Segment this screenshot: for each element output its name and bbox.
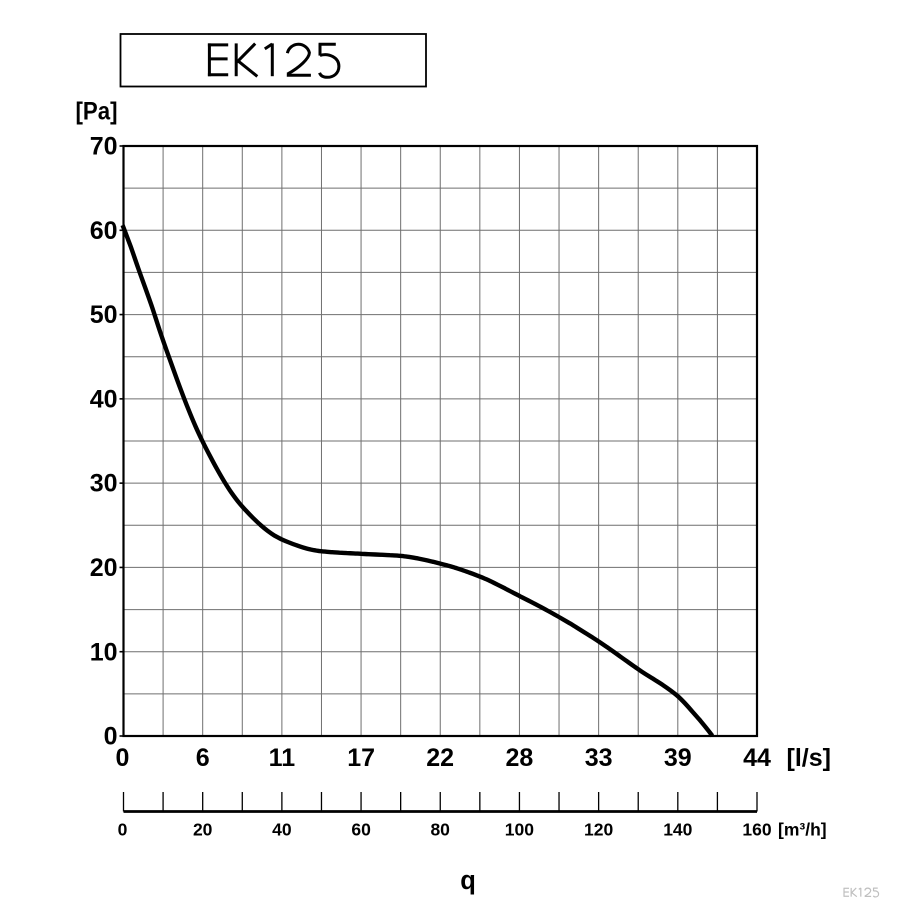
svg-text:10: 10 xyxy=(90,638,118,666)
svg-text:20: 20 xyxy=(193,819,213,839)
svg-text:[Pa]: [Pa] xyxy=(76,98,118,126)
svg-text:[l/s]: [l/s] xyxy=(787,744,831,772)
svg-text:17: 17 xyxy=(347,744,375,772)
svg-text:160: 160 xyxy=(742,819,771,839)
svg-text:80: 80 xyxy=(430,819,450,839)
svg-text:33: 33 xyxy=(585,744,613,772)
svg-text:50: 50 xyxy=(90,301,118,329)
svg-text:[m³/h]: [m³/h] xyxy=(778,819,827,839)
svg-text:30: 30 xyxy=(90,470,118,498)
svg-text:28: 28 xyxy=(505,744,533,772)
svg-text:40: 40 xyxy=(272,819,292,839)
svg-text:140: 140 xyxy=(663,819,692,839)
svg-text:60: 60 xyxy=(90,217,118,245)
svg-text:0: 0 xyxy=(118,819,128,839)
svg-text:11: 11 xyxy=(269,744,296,772)
svg-text:70: 70 xyxy=(90,133,118,161)
svg-text:39: 39 xyxy=(664,744,692,772)
svg-text:100: 100 xyxy=(505,819,534,839)
svg-text:120: 120 xyxy=(584,819,613,839)
svg-text:20: 20 xyxy=(90,554,118,582)
svg-text:0: 0 xyxy=(104,723,118,751)
svg-text:22: 22 xyxy=(426,744,454,772)
svg-text:60: 60 xyxy=(351,819,371,839)
svg-text:q: q xyxy=(460,867,476,895)
svg-text:44: 44 xyxy=(743,744,771,772)
svg-text:0: 0 xyxy=(116,744,130,772)
svg-text:40: 40 xyxy=(90,385,118,413)
svg-text:6: 6 xyxy=(196,744,210,772)
